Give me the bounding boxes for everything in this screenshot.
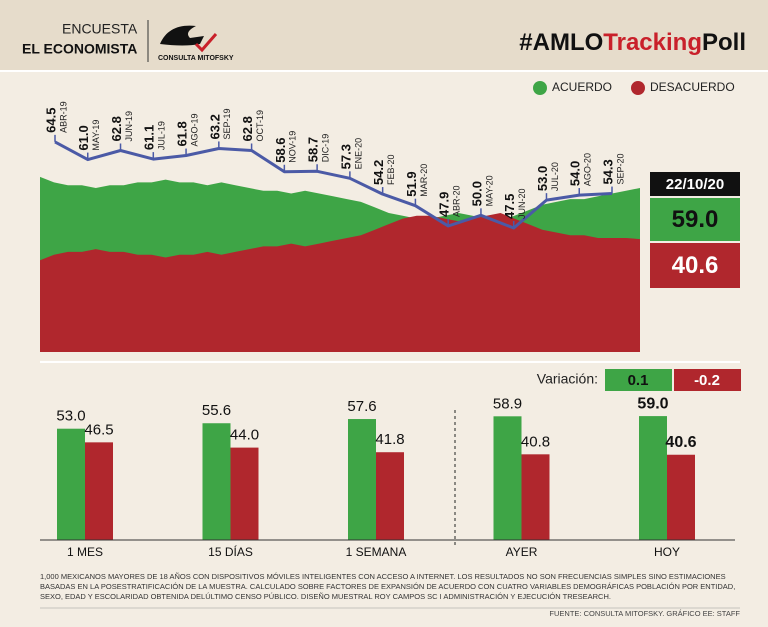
month-label: ABR-20 (452, 185, 462, 217)
x-tick-label: AYER (506, 545, 538, 559)
bar (230, 447, 259, 540)
area (40, 213, 640, 352)
value-label: 64.5 (43, 108, 58, 133)
bar (202, 423, 231, 540)
value-label: 53.0 (535, 166, 550, 191)
month-label: NOV-19 (288, 131, 298, 163)
survey-label: ENCUESTA (62, 21, 138, 37)
footnote-line: SEXO, EDAD Y ESCOLARIDAD OBTENIDA DELÚLT… (40, 592, 611, 601)
month-label: MAY-19 (91, 120, 101, 151)
month-label: JUL-19 (157, 121, 167, 150)
bar (493, 416, 522, 540)
bar-value-label: 59.0 (637, 395, 668, 412)
month-label: MAY-20 (484, 175, 494, 206)
bar-chart: 53.046.5 1 MES 55.6 44.0 15 DÍAS 57.6 41.8 1 SE… (40, 395, 735, 559)
bar-value-label: 57.6 (347, 398, 376, 415)
bar (667, 454, 695, 540)
logo-check (194, 33, 218, 53)
current-box (650, 198, 740, 241)
value-label: 58.6 (273, 137, 288, 162)
month-label: OCT-19 (255, 110, 265, 142)
value-label: 51.9 (404, 171, 419, 196)
bar (348, 419, 376, 540)
month-label: FEB-20 (386, 155, 396, 186)
value-label: 62.8 (240, 116, 255, 141)
bar-value-label: 40.8 (521, 433, 550, 450)
legend-label: ACUERDO (552, 80, 612, 94)
legend-swatch (533, 81, 547, 95)
bar-value-label: 58.9 (493, 395, 522, 412)
current-value: 40.6 (672, 252, 719, 279)
bar (639, 416, 667, 540)
bar-value-label: 46.5 (84, 421, 113, 438)
month-label: MAR-20 (419, 164, 429, 197)
value-label: 50.0 (469, 181, 484, 206)
bar-value-label: 44.0 (230, 427, 259, 444)
source: FUENTE: CONSULTA MITOFSKY. GRÁFICO EE: S… (549, 609, 740, 618)
value-label: 54.0 (568, 161, 583, 186)
value-label: 61.1 (142, 125, 157, 150)
value-label: 47.5 (502, 194, 517, 219)
month-label: JUN-19 (124, 111, 134, 142)
bar (85, 442, 113, 540)
pollster: CONSULTA MITOFSKY (158, 55, 234, 62)
current-value: 59.0 (672, 206, 719, 233)
bar (376, 452, 404, 540)
hashtag-part: #AMLO (519, 29, 603, 56)
current-date: 22/10/20 (666, 176, 724, 193)
publisher: EL ECONOMISTA (22, 41, 137, 57)
header-band (0, 0, 768, 70)
value-label: 63.2 (207, 114, 222, 139)
month-label: ENE-20 (353, 138, 363, 170)
value-label: 54.3 (600, 159, 615, 184)
month-label: ABR-19 (58, 101, 68, 133)
value-label: 57.3 (338, 144, 353, 169)
tracking-chart: ACUERDO DESACUERDO 64.5 ABR-19 61.0 MAY-19 62.… (40, 80, 735, 352)
variation-label: Variación: (537, 371, 598, 387)
footnote-line: 1,000 MEXICANOS MAYORES DE 18 AÑOS CON D… (40, 572, 726, 581)
legend-swatch (631, 81, 645, 95)
value-label: 54.2 (371, 160, 386, 185)
variation-value: 0.1 (628, 372, 649, 389)
x-tick-label: 1 SEMANA (346, 545, 407, 559)
tracking-line (54, 140, 613, 230)
month-label: SEP-20 (615, 154, 625, 185)
footnote-line: BASADAS EN LA POSESTRATIFICACIÓN DE LA M… (40, 582, 735, 591)
x-tick-label: HOY (654, 545, 680, 559)
x-tick-label: 1 MES (67, 545, 103, 559)
footnote: 1,000 MEXICANOS MAYORES DE 18 AÑOS CON D… (40, 572, 735, 601)
x-tick-label: 15 DÍAS (208, 544, 253, 559)
variation-value: -0.2 (694, 372, 720, 389)
month-label: JUL-20 (550, 162, 560, 191)
hashtag-part: Poll (702, 29, 746, 56)
current-box (650, 243, 740, 288)
month-label: SEP-19 (222, 108, 232, 139)
variation-box (605, 369, 672, 391)
value-label: 61.8 (174, 121, 189, 146)
date-box (650, 172, 740, 196)
month-label: DIC-19 (320, 134, 330, 163)
logo-mark (160, 25, 204, 46)
bar (57, 428, 85, 540)
month-label: AGO-19 (189, 114, 199, 147)
variation-values: 0.1 -0.2 (605, 369, 741, 391)
bar-value-label: 55.6 (202, 402, 231, 419)
value-label: 58.7 (306, 137, 321, 162)
hashtag: #AMLOTrackingPoll (519, 29, 746, 56)
variation-box (674, 369, 741, 391)
bar-value-label: 53.0 (56, 408, 85, 425)
value-label: 61.0 (76, 125, 91, 150)
month-label: JUN-20 (517, 188, 527, 219)
month-label: AGO-20 (583, 153, 593, 186)
bar-value-label: 40.6 (665, 434, 696, 451)
bar (521, 454, 550, 540)
legend-label: DESACUERDO (650, 80, 735, 94)
current-values: 59.0 40.6 (650, 198, 740, 288)
value-label: 47.9 (437, 192, 452, 217)
value-label: 62.8 (109, 116, 124, 141)
hashtag-part: Tracking (603, 29, 702, 56)
bar-value-label: 41.8 (375, 431, 404, 448)
